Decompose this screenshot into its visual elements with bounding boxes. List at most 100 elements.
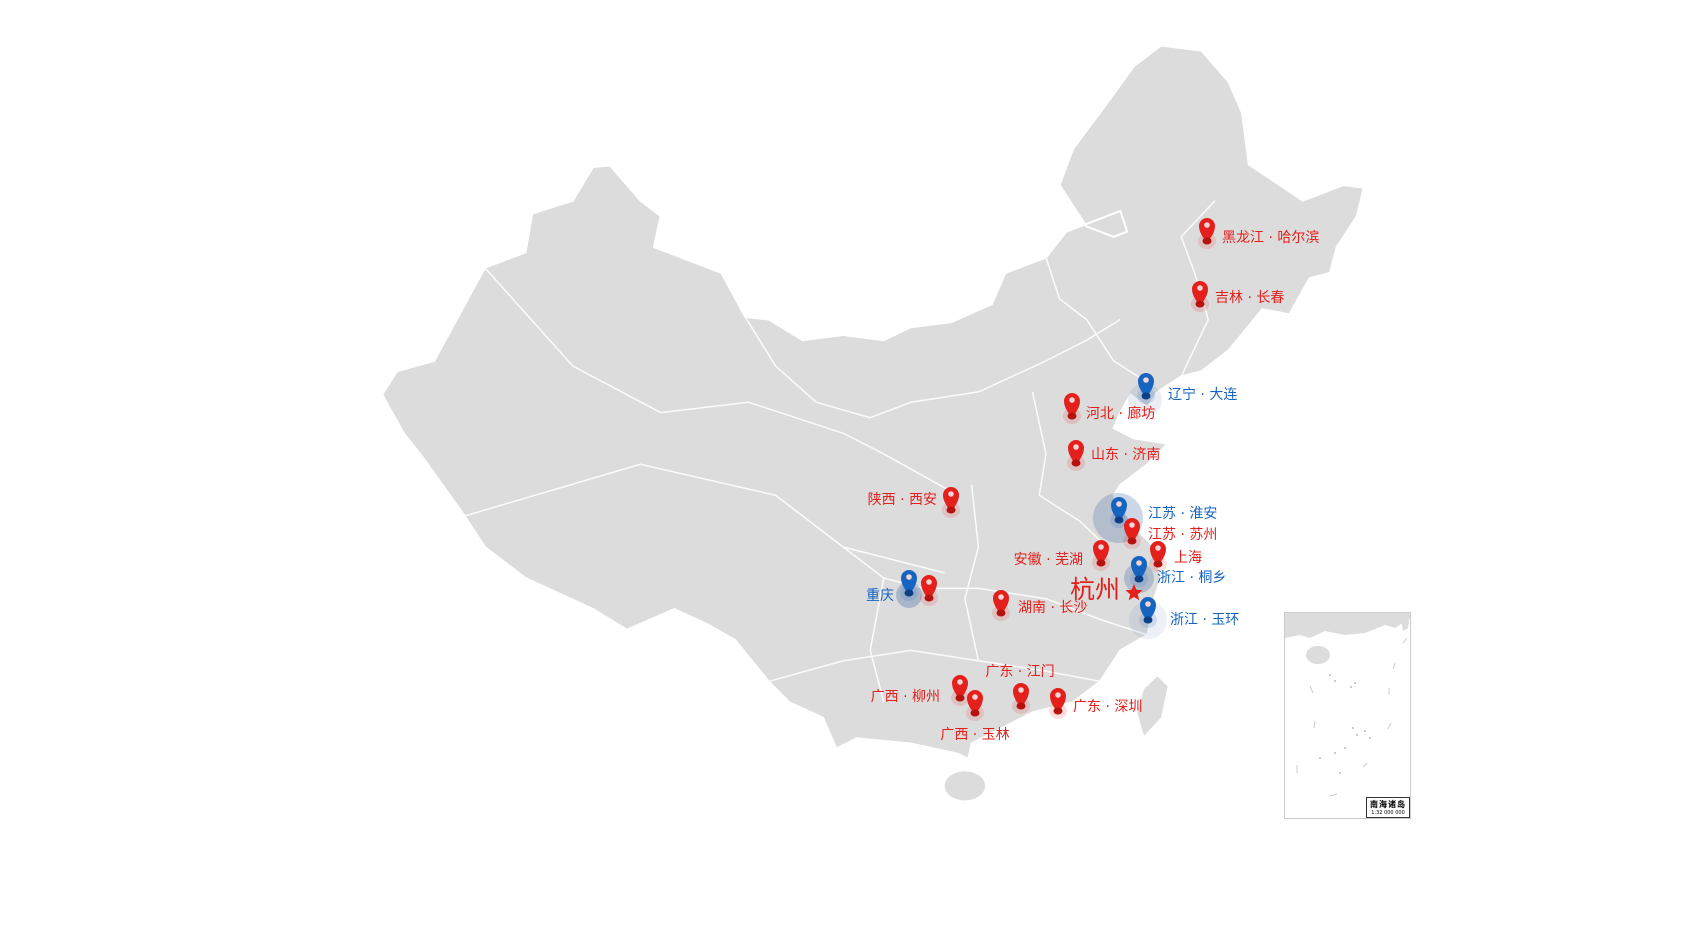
pin-dot [1098,544,1104,550]
map-pin-icon [993,590,1009,616]
pin-base [1134,575,1144,583]
hainan-island [944,771,986,801]
marker-blue[interactable] [1128,373,1162,417]
marker-red[interactable] [1123,518,1141,549]
pin-base [1141,392,1151,400]
marker-label[interactable]: 广西 · 柳州 [870,689,940,705]
pin-base [1202,237,1212,245]
inset-map [1285,613,1410,797]
center-city-label[interactable]: 杭州 [1069,575,1120,604]
pin-dot [972,694,978,700]
map-pin-icon [1093,540,1109,566]
pin-base [1153,560,1163,568]
marker-label[interactable]: 安徽 · 芜湖 [1013,552,1083,568]
star-icon[interactable] [1125,584,1143,601]
marker-red[interactable] [1198,218,1216,249]
marker-label[interactable]: 山东 · 济南 [1091,447,1161,463]
pin-dot [1155,545,1161,551]
pin-base [1114,516,1124,524]
marker-label[interactable]: 黑龙江 · 哈尔滨 [1222,230,1320,246]
inset-legend: 南海诸岛 1:32 000 000 [1366,797,1410,818]
map-pin-icon [1068,440,1084,466]
pin-dot [1136,560,1142,566]
marker-red[interactable] [1092,540,1110,571]
marker-blue[interactable] [896,570,922,608]
china-landmass [382,46,1364,759]
map-pin-icon [967,690,983,716]
marker-label[interactable]: 江苏 · 淮安 [1148,506,1218,522]
pin-dot [1018,687,1024,693]
marker-red[interactable] [1149,541,1167,572]
pin-base [955,694,965,702]
pin-base [1067,412,1077,420]
pin-base [1127,537,1137,545]
pin-dot [1204,222,1210,228]
pin-base [904,589,914,597]
marker-red[interactable] [1049,688,1067,719]
marker-label[interactable]: 河北 · 廊坊 [1086,406,1156,422]
pin-dot [1055,692,1061,698]
marker-red[interactable] [1012,683,1030,714]
marker-label[interactable]: 上海 [1174,550,1202,566]
marker-label[interactable]: 重庆 [866,588,894,604]
pin-base [1053,707,1063,715]
pin-dot [1069,397,1075,403]
taiwan-island [1137,676,1168,736]
marker-label[interactable]: 陕西 · 西安 [867,492,937,508]
pin-dot [926,579,932,585]
map-pin-icon [1131,556,1147,582]
marker-label[interactable]: 湖南 · 长沙 [1018,600,1088,616]
pin-base [1195,300,1205,308]
map-pin-icon [1124,518,1140,544]
marker-blue[interactable] [1124,556,1154,593]
map-pin-icon [1138,373,1154,399]
pin-base [1016,702,1026,710]
pin-dot [1129,522,1135,528]
pin-base [1071,459,1081,467]
marker-red[interactable] [942,487,960,518]
marker-red[interactable] [1191,281,1209,312]
map-pin-icon [1150,541,1166,567]
pin-base [970,709,980,717]
pin-dot [998,594,1004,600]
map-pin-icon [921,575,937,601]
marker-label[interactable]: 广东 · 江门 [985,664,1055,680]
marker-label[interactable]: 吉林 · 长春 [1215,290,1285,306]
map-pin-icon [1064,393,1080,419]
map-pin-icon [952,675,968,701]
map-pin-icon [1140,597,1156,623]
pin-base [1143,616,1153,624]
marker-red[interactable] [1067,440,1085,471]
marker-red[interactable] [1063,393,1081,424]
pin-dot [1073,444,1079,450]
pin-base [946,506,956,514]
map-pin-icon [1192,281,1208,307]
marker-red[interactable] [992,590,1010,621]
pin-dot [1145,601,1151,607]
marker-red[interactable] [951,675,969,706]
map-pin-icon [1013,683,1029,709]
marker-label[interactable]: 浙江 · 桐乡 [1157,570,1227,586]
marker-label[interactable]: 辽宁 · 大连 [1168,387,1238,403]
inset-scale: 1:32 000 000 [1371,810,1405,816]
pin-base [996,609,1006,617]
marker-label[interactable]: 广东 · 深圳 [1073,699,1143,715]
province-borders [465,201,1215,702]
map-pin-icon [1111,497,1127,523]
pin-dot [1143,377,1149,383]
marker-red[interactable] [966,690,984,721]
marker-halo [1128,383,1162,417]
pin-dot [1197,285,1203,291]
marker-label[interactable]: 广西 · 玉林 [940,727,1010,743]
map-pin-icon [943,487,959,513]
pin-dot [906,574,912,580]
marker-label[interactable]: 浙江 · 玉环 [1170,612,1240,628]
marker-blue[interactable] [1129,597,1167,639]
pin-dot [1116,501,1122,507]
inset-title: 南海诸岛 [1370,800,1406,809]
map-pin-icon [1199,218,1215,244]
marker-label[interactable]: 江苏 · 苏州 [1148,527,1218,543]
marker-red[interactable] [920,575,938,606]
pin-base [1096,559,1106,567]
